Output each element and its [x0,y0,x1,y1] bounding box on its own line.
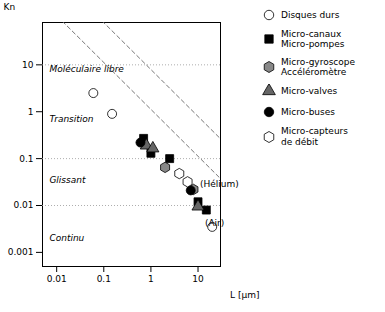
svg-text:Glissant: Glissant [49,175,86,185]
svg-text:Moléculaire libre: Moléculaire libre [49,64,124,74]
svg-text:0.01: 0.01 [47,274,67,284]
svg-text:Continu: Continu [49,233,84,243]
html-text:Micro-buses: Micro-buses [281,107,335,118]
html-text:Micro-gyroscope Accéléromètre: Micro-gyroscope Accéléromètre [281,56,356,77]
svg-text:0.01: 0.01 [13,200,33,210]
svg-text:L [μm]: L [μm] [230,290,259,300]
html-text:Micro-canaux Micro-pompes: Micro-canaux Micro-pompes [281,29,345,50]
svg-text:0.1: 0.1 [19,153,33,163]
svg-text:10: 10 [192,274,204,284]
svg-text:(Hélium): (Hélium) [200,179,239,189]
svg-text:10: 10 [22,60,34,70]
svg-text:1: 1 [148,274,154,284]
svg-text:Kn: Kn [4,2,16,12]
svg-text:0.001: 0.001 [8,247,34,257]
svg-text:0.1: 0.1 [97,274,111,284]
svg-text:(Air): (Air) [205,218,224,228]
svg-text:1: 1 [28,107,34,117]
html-text:Micro-valves: Micro-valves [281,86,338,97]
html-text:Micro-capteurs de débit: Micro-capteurs de débit [281,126,348,147]
svg-text:Transition: Transition [49,114,93,124]
html-text:Disques durs: Disques durs [281,9,340,20]
